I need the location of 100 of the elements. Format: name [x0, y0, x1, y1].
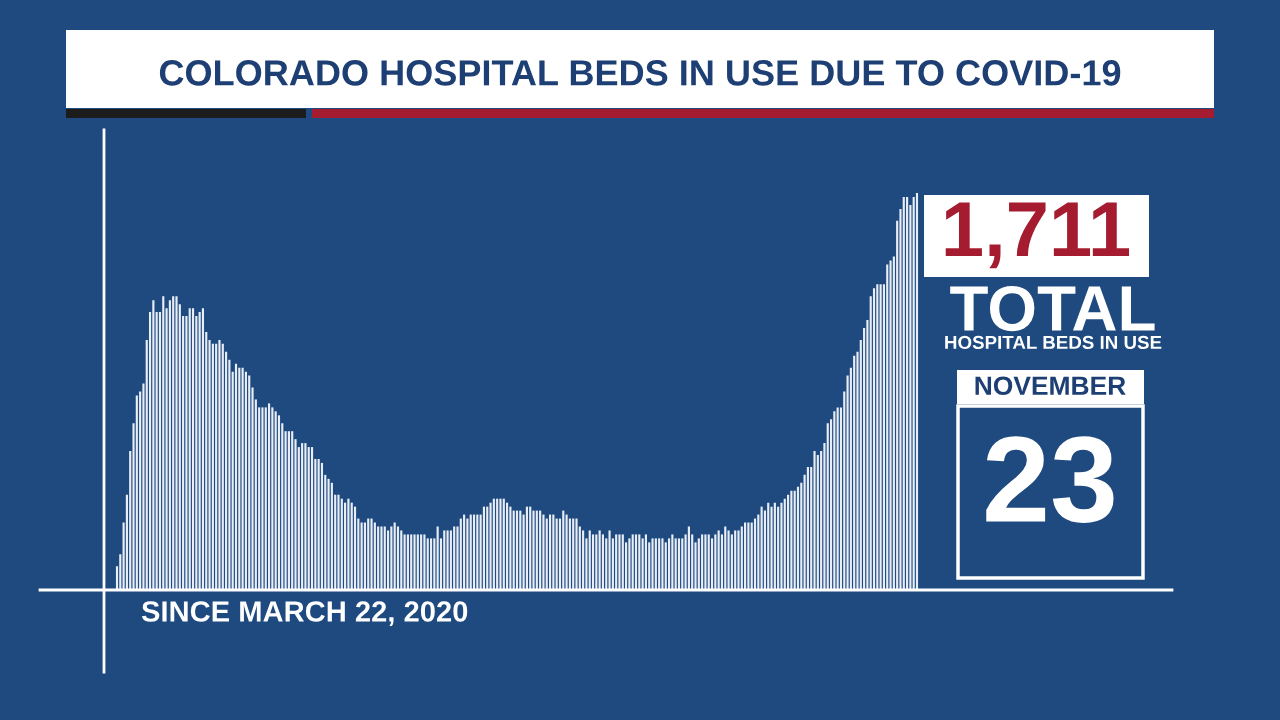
bar — [552, 514, 555, 590]
bar — [353, 506, 357, 590]
bar — [135, 395, 138, 590]
bar — [529, 506, 532, 590]
bar — [443, 530, 446, 590]
bar — [449, 530, 452, 590]
bar — [162, 296, 165, 590]
bar — [687, 526, 690, 590]
bar — [310, 447, 314, 590]
text: 23 — [986, 436, 1114, 523]
bar — [337, 494, 340, 590]
bar — [373, 522, 376, 590]
bar — [327, 478, 330, 590]
text: TOTAL — [950, 285, 1155, 332]
bar — [902, 196, 905, 590]
bar — [396, 526, 400, 590]
bar — [390, 526, 393, 590]
bar — [172, 296, 175, 590]
bar — [548, 514, 552, 590]
bar — [717, 530, 720, 590]
bar — [912, 196, 915, 590]
bar — [185, 316, 188, 590]
bar — [628, 538, 631, 590]
bar — [403, 534, 406, 590]
bar — [598, 530, 601, 590]
bar — [760, 506, 763, 590]
bar — [350, 502, 353, 590]
bar — [618, 534, 621, 590]
bar — [783, 498, 786, 590]
bar — [344, 502, 347, 590]
bar — [773, 502, 776, 590]
bar — [410, 534, 413, 590]
bar — [740, 526, 743, 590]
bar — [198, 312, 201, 590]
bar — [677, 538, 681, 590]
bar — [806, 466, 809, 590]
bar — [304, 443, 307, 590]
bar — [496, 498, 499, 590]
bar — [446, 530, 449, 590]
bar — [667, 538, 671, 590]
bar — [750, 522, 753, 590]
bar — [436, 526, 439, 590]
bar — [674, 538, 677, 590]
bar — [651, 538, 654, 590]
bar — [486, 506, 489, 590]
bar — [502, 498, 505, 590]
bar — [701, 534, 704, 590]
bar — [241, 367, 244, 590]
bar — [714, 534, 717, 590]
bar — [661, 538, 664, 590]
text: 1,711 — [945, 202, 1130, 269]
bar — [582, 530, 585, 590]
bar — [724, 526, 727, 590]
bar — [872, 288, 876, 590]
bar — [244, 371, 247, 590]
bar — [730, 534, 733, 590]
bar — [168, 300, 171, 590]
bar — [367, 518, 370, 590]
bar — [753, 518, 757, 590]
bar — [734, 530, 737, 590]
bar — [191, 308, 195, 590]
text: SINCE MARCH 22, 2020 — [141, 601, 468, 627]
text: NOVEMBER — [975, 376, 1126, 396]
bar — [879, 284, 882, 590]
bar — [284, 431, 287, 590]
bar — [866, 320, 869, 590]
bar — [727, 530, 730, 590]
text: HOSPITAL BEDS IN USE — [945, 335, 1162, 350]
bar — [843, 391, 846, 590]
bar — [377, 526, 380, 590]
bar — [482, 506, 486, 590]
bar — [201, 308, 205, 590]
bar — [155, 312, 158, 590]
bar — [790, 490, 793, 590]
bar — [621, 534, 624, 590]
bar — [601, 534, 605, 590]
bar — [330, 482, 333, 590]
bar — [555, 518, 558, 590]
bar — [654, 538, 657, 590]
bar — [429, 538, 433, 590]
bar — [248, 375, 251, 590]
bar — [519, 510, 522, 590]
bar — [466, 518, 469, 590]
bar — [658, 538, 661, 590]
bar — [707, 534, 710, 590]
bar — [416, 534, 419, 590]
bar — [188, 308, 191, 590]
bar — [615, 534, 618, 590]
bar — [515, 510, 519, 590]
bar — [826, 423, 829, 590]
bar — [370, 518, 373, 590]
bar — [532, 510, 535, 590]
bar — [218, 339, 221, 590]
bar — [238, 367, 241, 590]
bar — [777, 506, 780, 590]
bar — [277, 415, 281, 590]
bar — [757, 514, 760, 590]
bar — [267, 403, 271, 590]
bar — [664, 542, 667, 590]
bar — [535, 510, 538, 590]
